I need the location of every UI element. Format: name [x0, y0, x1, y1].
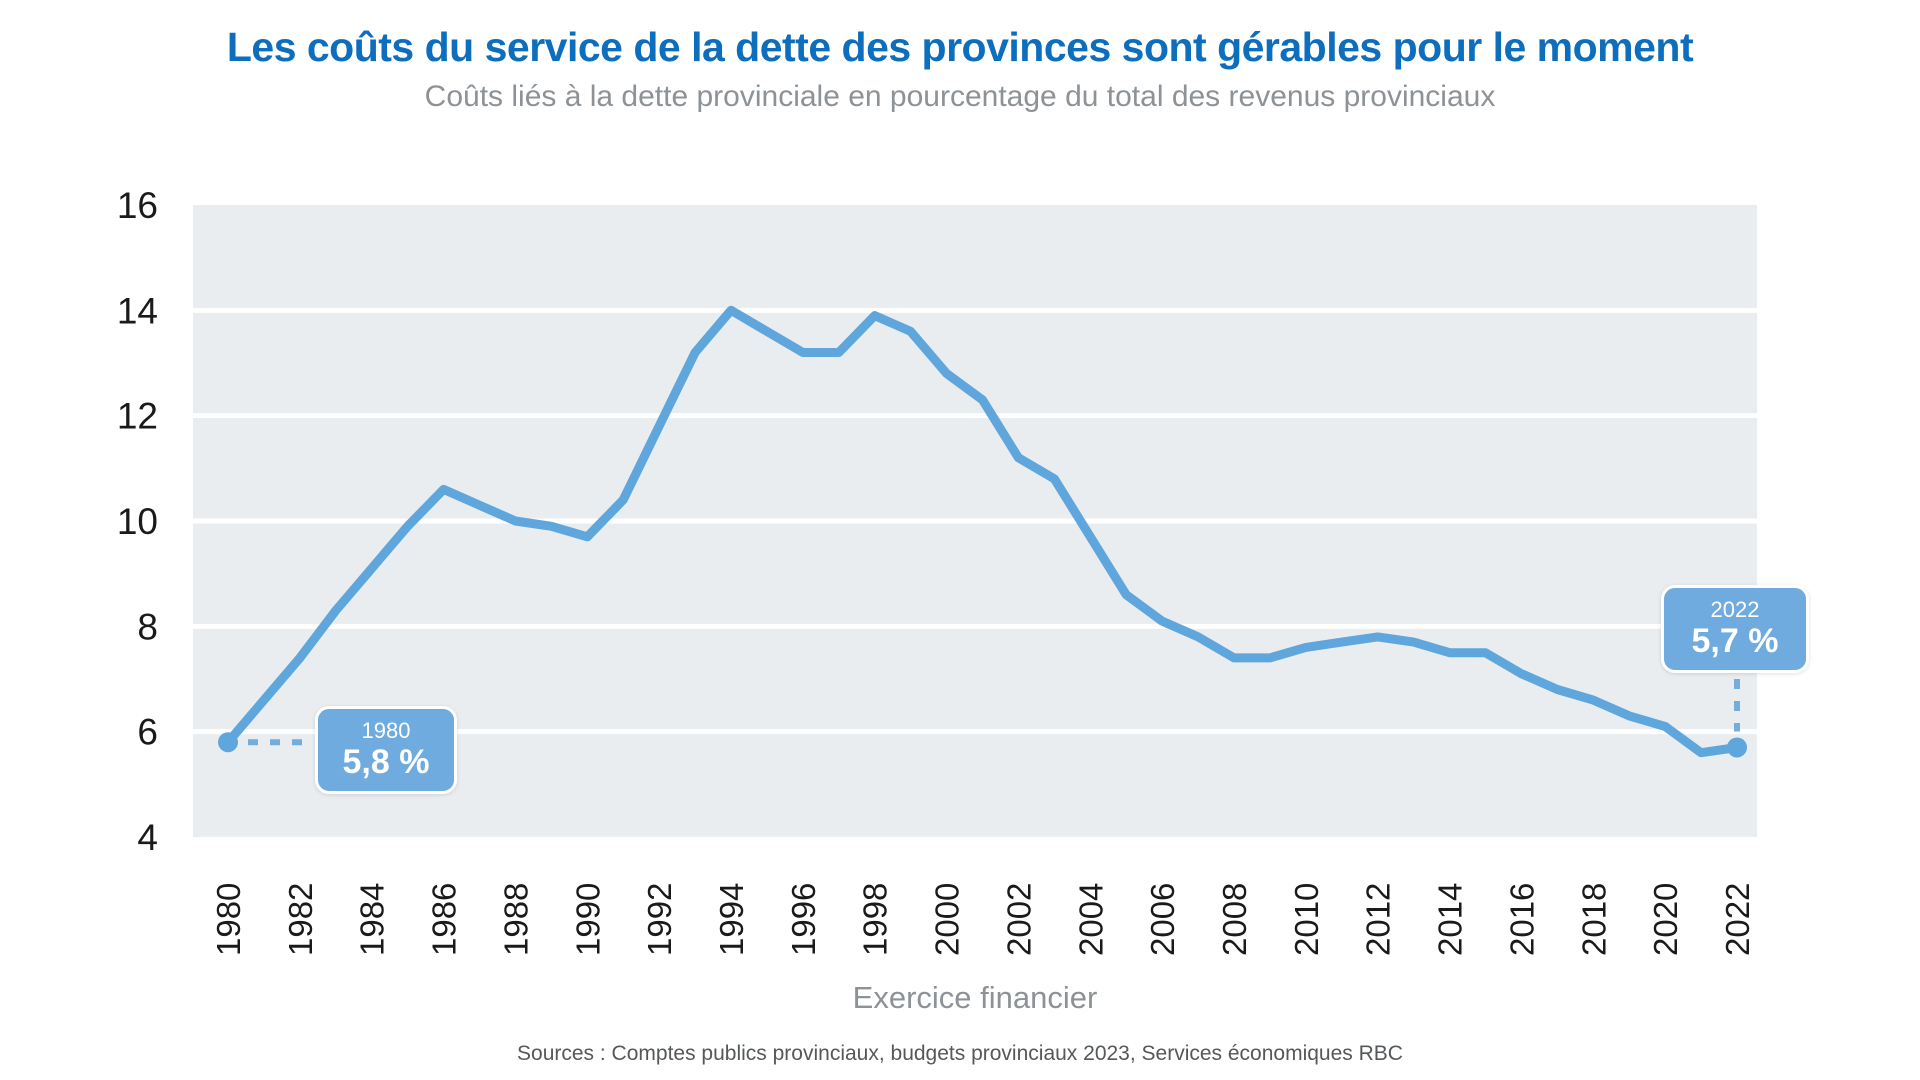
data-point-2022-dot: [1727, 737, 1747, 758]
x-axis-tick-label: 1986: [426, 883, 463, 956]
x-axis-tick-label: 2020: [1647, 883, 1684, 956]
x-axis-tick-label: 1980: [210, 883, 247, 956]
x-axis-tick-label: 2010: [1288, 883, 1325, 956]
x-axis-tick-label: 1990: [569, 883, 606, 956]
y-axis-tick-label: 6: [137, 712, 158, 753]
y-axis-tick-label: 16: [117, 185, 158, 226]
x-axis-tick-label: 2008: [1216, 883, 1253, 956]
x-axis-tick-label: 1994: [713, 883, 750, 956]
callout-1980-year: 1980: [361, 717, 411, 743]
y-axis-tick-label: 12: [117, 396, 158, 437]
y-axis-tick-label: 8: [137, 606, 158, 647]
callout-1980-value: 5,8 %: [342, 743, 430, 782]
y-axis-tick-label: 14: [117, 290, 158, 331]
x-axis-tick-label: 2004: [1072, 883, 1109, 956]
page-title: Les coûts du service de la dette des pro…: [226, 24, 1694, 70]
source-note: Sources : Comptes publics provinciaux, b…: [517, 1042, 1403, 1065]
x-axis-tick-label: 1982: [282, 883, 319, 956]
x-axis-tick-label: 2018: [1575, 883, 1612, 956]
y-axis-tick-label: 4: [137, 817, 158, 858]
callout-1980: 1980 5,8 %: [315, 706, 457, 794]
x-axis-tick-label: 1988: [497, 883, 534, 956]
callout-2022-value: 5,7 %: [1691, 622, 1779, 661]
x-axis-tick-label: 2000: [929, 883, 966, 956]
x-axis-tick-label: 2006: [1144, 883, 1181, 956]
callout-2022-year: 2022: [1710, 596, 1760, 622]
x-axis-tick-label: 1998: [857, 883, 894, 956]
debt-cost-line: [223, 305, 1742, 758]
y-axis-tick-label: 10: [117, 501, 158, 542]
x-axis-tick-label: 1992: [641, 883, 678, 956]
page-subtitle: Coûts liés à la dette provinciale en pou…: [424, 80, 1496, 113]
data-point-1980-dot: [218, 732, 238, 753]
x-axis-tick-label: 2022: [1719, 883, 1756, 956]
callout-2022: 2022 5,7 %: [1661, 585, 1809, 673]
x-axis-tick-label: 2002: [1000, 883, 1037, 956]
x-axis-tick-label: 1996: [785, 883, 822, 956]
x-axis-tick-label: 1984: [354, 883, 391, 956]
x-axis-tick-label: 2016: [1503, 883, 1540, 956]
x-axis-title: Exercice financier: [852, 980, 1098, 1015]
x-axis-tick-label: 2014: [1432, 883, 1469, 956]
x-axis-tick-label: 2012: [1360, 883, 1397, 956]
